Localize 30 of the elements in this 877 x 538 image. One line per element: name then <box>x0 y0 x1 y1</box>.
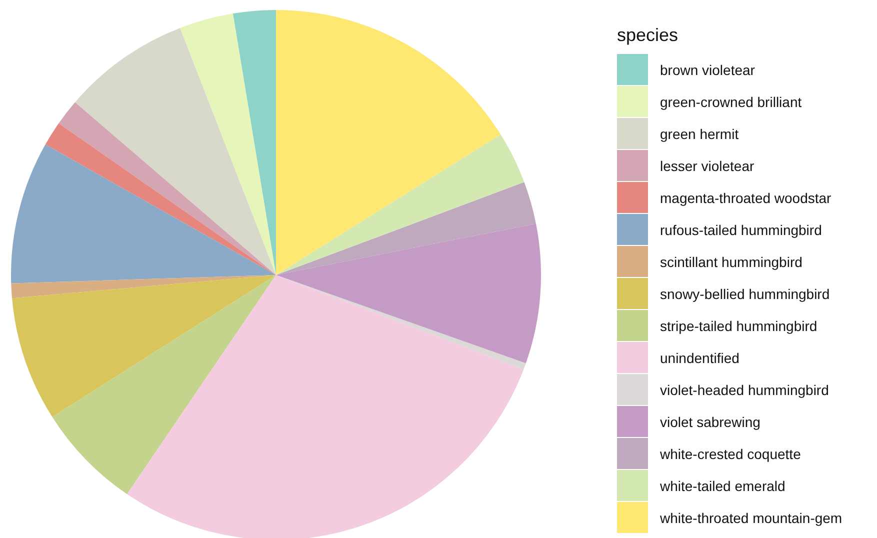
legend-label: lesser violetear <box>660 158 754 174</box>
legend-label: white-throated mountain-gem <box>659 510 842 526</box>
legend-label: scintillant hummingbird <box>660 254 802 270</box>
pie-slice <box>11 275 276 298</box>
legend-label: white-tailed emerald <box>659 478 786 494</box>
legend-label: violet-headed hummingbird <box>660 382 829 398</box>
legend-label: brown violetear <box>660 62 756 78</box>
pie-slice <box>276 10 501 275</box>
pie-slice <box>180 14 276 275</box>
pie-slice <box>276 134 524 275</box>
pie-slice <box>232 10 276 275</box>
legend-label: green hermit <box>660 126 739 142</box>
pie-slice <box>11 144 276 284</box>
pie-slice <box>276 224 541 364</box>
legend-label: unindentified <box>660 350 740 366</box>
pie-slice <box>75 28 276 275</box>
pie-slice <box>276 182 536 275</box>
legend-title: species <box>617 25 678 45</box>
pie-slice <box>127 275 524 538</box>
legend-label: green-crowned brilliant <box>660 94 802 110</box>
pie-slice <box>58 102 276 275</box>
pie-slice <box>52 275 276 494</box>
legend-label: stripe-tailed hummingbird <box>660 318 818 334</box>
pie-slice <box>45 123 276 275</box>
legend-label: violet sabrewing <box>660 414 760 430</box>
legend-label: rufous-tailed hummingbird <box>660 222 822 238</box>
pie-slice <box>12 275 276 417</box>
legend-label: snowy-bellied hummingbird <box>660 286 830 302</box>
legend-label: white-crested coquette <box>659 446 802 462</box>
legend-label: magenta-throated woodstar <box>660 190 832 206</box>
